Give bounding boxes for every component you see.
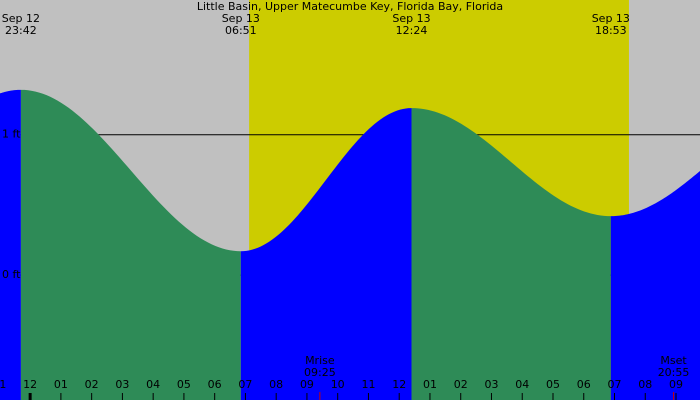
x-tick-label: 04 <box>515 378 529 391</box>
event-time: 18:53 <box>595 24 627 37</box>
event-time: 12:24 <box>396 24 428 37</box>
x-tick-label: 09 <box>300 378 314 391</box>
falling-tide <box>411 108 611 400</box>
x-tick-label: 03 <box>484 378 498 391</box>
x-tick-label: 03 <box>115 378 129 391</box>
rising-tide <box>610 170 700 400</box>
x-tick-label: 02 <box>454 378 468 391</box>
event-time: 23:42 <box>5 24 37 37</box>
x-tick-label: 01 <box>54 378 68 391</box>
moon-label: Mset <box>660 354 687 367</box>
x-tick-label: 05 <box>546 378 560 391</box>
event-date: Sep 13 <box>392 12 430 25</box>
event-date: Sep 12 <box>2 12 40 25</box>
moon-time: 09:25 <box>304 366 336 379</box>
x-tick-label: 10 <box>331 378 345 391</box>
rising-tide <box>240 108 412 400</box>
x-tick-label: 04 <box>146 378 160 391</box>
event-date: Sep 13 <box>222 12 260 25</box>
y-tick-label: 1 ft <box>2 128 21 141</box>
x-tick-label: 09 <box>669 378 683 391</box>
chart-title: Little Basin, Upper Matecumbe Key, Flori… <box>197 0 503 13</box>
x-tick-label: 07 <box>238 378 252 391</box>
y-tick-label: 0 ft <box>2 268 21 281</box>
rising-tide <box>0 89 21 400</box>
x-tick-label: 06 <box>208 378 222 391</box>
x-tick-label: 02 <box>85 378 99 391</box>
event-time: 06:51 <box>225 24 257 37</box>
falling-tide <box>20 89 241 400</box>
event-date: Sep 13 <box>592 12 630 25</box>
x-tick-label: 01 <box>423 378 437 391</box>
x-tick-label: 05 <box>177 378 191 391</box>
x-tick-label: 08 <box>638 378 652 391</box>
x-tick-label: 11 <box>361 378 375 391</box>
x-tick-label: 08 <box>269 378 283 391</box>
x-tick-label: 11 <box>0 378 6 391</box>
x-tick-label: 06 <box>577 378 591 391</box>
x-tick-label: 12 <box>23 378 37 391</box>
x-tick-label: 07 <box>607 378 621 391</box>
moon-label: Mrise <box>305 354 335 367</box>
x-tick-label: 12 <box>392 378 406 391</box>
moon-time: 20:55 <box>658 366 690 379</box>
